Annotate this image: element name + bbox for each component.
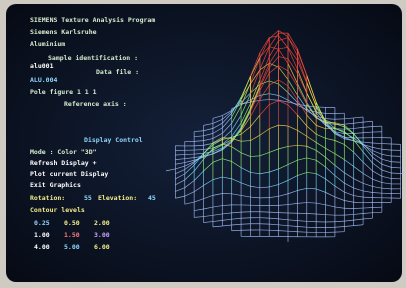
plot-button[interactable]: Plot current Display [30,170,108,178]
contour-level: 6.00 [94,243,110,251]
contour-level: 4.00 [34,243,50,251]
refresh-button[interactable]: Refresh Display + [30,159,97,167]
monitor: SIEMENS Texture Analysis Program Siemens… [0,0,406,288]
elevation-label: Elevation: [98,194,137,202]
mode[interactable]: Mode : Color "3D" [30,148,97,156]
pole-figure: Pole figure 1 1 1 [30,88,97,96]
exit-button[interactable]: Exit Graphics [30,181,81,189]
contour-level: 0.25 [34,219,50,227]
contour-title: Contour levels [30,206,85,214]
app-title: SIEMENS Texture Analysis Program [30,16,155,24]
contour-level: 1.50 [64,231,80,239]
sample-label: Sample identification : [48,54,138,62]
contour-level: 0.50 [64,219,80,227]
display-area [6,4,402,282]
data-file: ALU.004 [30,76,57,84]
material: Aluminium [30,40,65,48]
rotation-label: Rotation: [30,194,65,202]
screen-photo: SIEMENS Texture Analysis Program Siemens… [0,0,406,288]
reference-axis: Reference axis : [64,100,127,108]
contour-level: 3.00 [94,231,110,239]
data-file-label: Data file : [96,68,139,76]
contour-table: 0.25 0.50 2.00 1.00 1.50 3.00 4.00 5.00 6.00 [34,219,110,251]
contour-level: 2.00 [94,219,110,227]
contour-level: 5.00 [64,243,80,251]
site: Siemens Karlsruhe [30,28,97,36]
sample-id: alu001 [30,62,54,70]
rotation-value: 55 [84,194,92,202]
elevation-value: 45 [148,194,156,202]
display-control-title: Display Control [84,136,143,144]
contour-level: 1.00 [34,231,50,239]
